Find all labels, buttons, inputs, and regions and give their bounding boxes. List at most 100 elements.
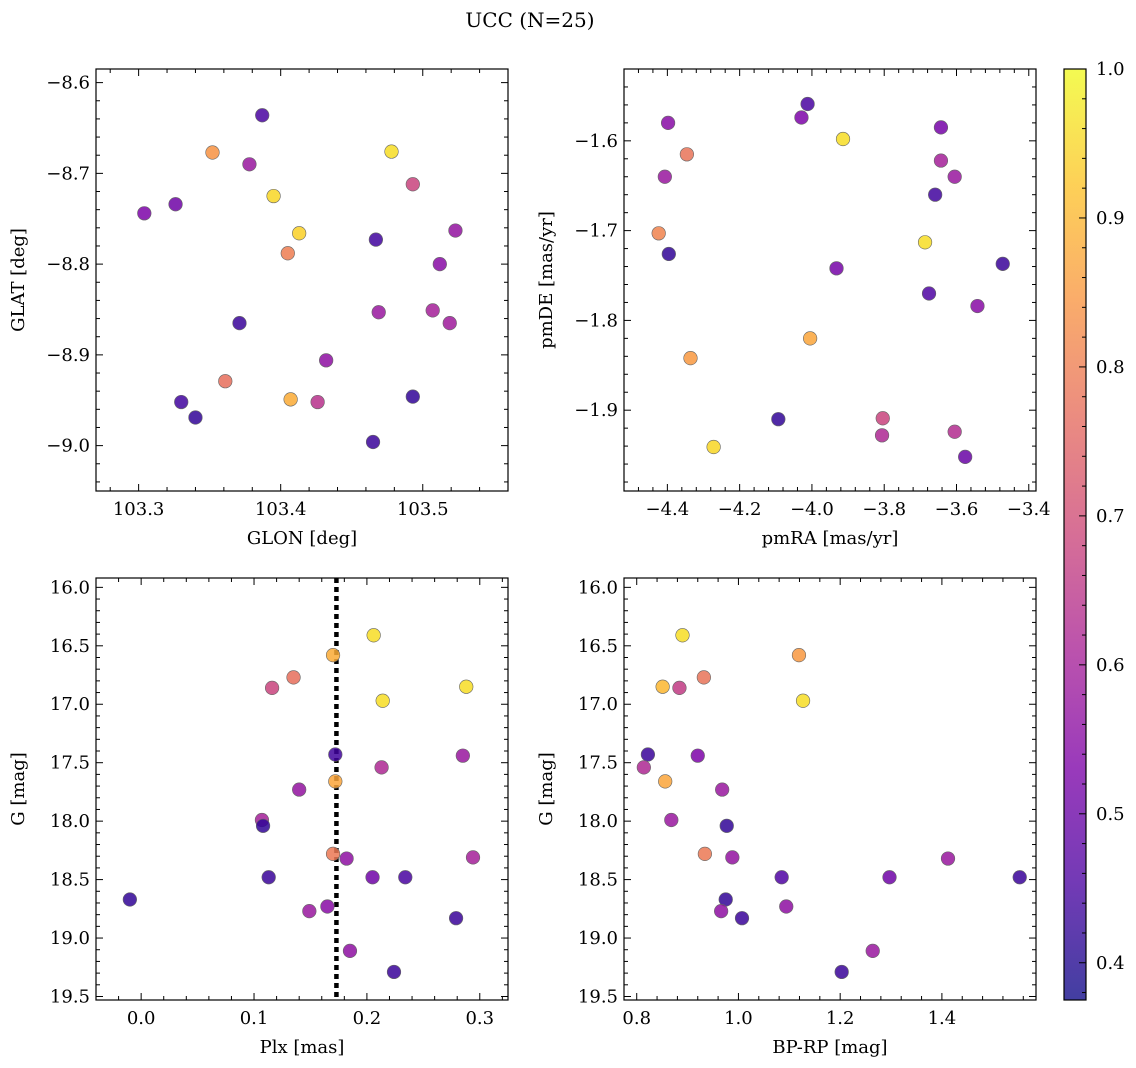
axes-frame — [623, 68, 1037, 492]
data-point — [715, 782, 730, 797]
colorbar-frame — [1063, 68, 1087, 1001]
x-tick-label: −3.6 — [935, 499, 979, 520]
panels: 103.3 103.4 103.5 −8.6 −8.7 −8.8 −8.9 −9.0 GLON … — [8, 68, 1051, 1058]
data-point — [791, 648, 807, 663]
colorbar: 0.4 0.5 0.6 0.7 0.8 0.9 1.0 — [1063, 59, 1125, 1001]
data-point — [365, 434, 381, 450]
data-point — [320, 899, 335, 914]
data-point — [432, 257, 447, 272]
y-tick-label: 16.0 — [578, 577, 618, 598]
data-point — [672, 680, 687, 695]
data-point — [664, 812, 679, 828]
data-point — [218, 374, 233, 389]
axes-frame — [623, 577, 1037, 1001]
x-tick-label: −4.2 — [718, 499, 762, 520]
x-tick-label: −4.4 — [646, 499, 690, 520]
data-point — [302, 904, 317, 919]
y-tick-label: 19.5 — [578, 986, 618, 1007]
data-point — [448, 911, 464, 926]
data-point — [917, 235, 933, 250]
colorbar-tick-label: 0.7 — [1096, 506, 1125, 527]
axes-frame — [95, 577, 509, 1001]
data-point — [375, 693, 390, 708]
x-tick-label: −3.8 — [862, 499, 906, 520]
data-point — [995, 256, 1010, 271]
data-point — [264, 680, 280, 695]
y-tick-label: −8.8 — [46, 254, 90, 275]
colorbar-tick-label: 1.0 — [1096, 59, 1125, 80]
x-tick-label: −4.0 — [790, 499, 834, 520]
data-point — [882, 870, 897, 885]
data-point — [465, 850, 481, 865]
panel-bprp-g: 0.8 1.0 1.2 1.4 16.0 16.5 17.0 17.5 18.0 18.5 19.0… — [536, 577, 1037, 1058]
x-axis-label: GLON [deg] — [247, 528, 357, 549]
data-point — [342, 943, 358, 959]
y-tick-label: 16.5 — [50, 636, 90, 657]
data-point — [319, 353, 334, 368]
y-tick-label: 16.5 — [578, 636, 618, 657]
data-point — [368, 232, 383, 247]
data-point — [690, 748, 705, 763]
data-point — [795, 693, 811, 708]
y-tick-label: 19.0 — [50, 928, 90, 949]
data-point — [137, 206, 152, 221]
x-tick-label: −3.4 — [1007, 499, 1051, 520]
data-point — [734, 911, 750, 926]
data-point — [455, 748, 470, 763]
y-tick-label: 18.0 — [578, 811, 618, 832]
data-point — [940, 851, 956, 866]
y-tick-label: −1.6 — [574, 131, 618, 152]
x-tick-label: 103.3 — [113, 499, 165, 520]
data-point — [459, 679, 474, 694]
y-axis-label: pmDE [mas/yr] — [536, 211, 557, 349]
data-point — [928, 187, 943, 202]
figure-title: UCC (N=25) — [465, 8, 594, 32]
colorbar-gradient — [1064, 69, 1086, 1000]
y-tick-label: 17.0 — [578, 694, 618, 715]
y-tick-label: −1.7 — [574, 221, 618, 242]
panel-plx-g: 0.0 0.1 0.2 0.3 16.0 16.5 17.0 17.5 18.0 18.5 19.0… — [8, 577, 509, 1058]
x-tick-label: 103.4 — [255, 499, 307, 520]
data-point — [970, 298, 985, 314]
y-tick-label: 17.5 — [578, 753, 618, 774]
data-point — [921, 286, 937, 301]
x-tick-label: 103.5 — [397, 499, 449, 520]
y-tick-label: 18.5 — [50, 870, 90, 891]
data-point — [328, 747, 343, 762]
data-point — [242, 157, 257, 172]
x-tick-label: 1.0 — [724, 1008, 753, 1029]
data-point — [774, 870, 789, 885]
data-point — [328, 774, 343, 789]
data-point — [658, 774, 673, 789]
colorbar-tick-label: 0.9 — [1096, 208, 1125, 229]
data-point — [292, 782, 307, 797]
data-point — [725, 850, 740, 865]
data-point — [405, 389, 420, 404]
x-tick-label: 0.1 — [240, 1008, 269, 1029]
data-point — [958, 449, 973, 464]
data-point — [365, 870, 380, 885]
colorbar-tick-label: 0.5 — [1096, 804, 1125, 825]
y-tick-label: 18.5 — [578, 870, 618, 891]
data-point — [683, 351, 698, 366]
data-point — [448, 223, 463, 238]
panel-pmra-pmde: −4.4 −4.2 −4.0 −3.8 −3.6 −3.4 −1.6 −1.7 −1.8 −1.9… — [536, 68, 1051, 549]
data-point — [803, 331, 818, 346]
y-axis-label: GLAT [deg] — [8, 228, 29, 332]
data-point — [719, 818, 734, 833]
data-point — [640, 747, 656, 762]
data-point — [283, 392, 298, 407]
data-point — [651, 226, 666, 241]
data-point — [442, 316, 457, 331]
data-point — [696, 670, 711, 685]
x-tick-label: 0.3 — [465, 1008, 494, 1029]
axes-frame — [95, 68, 509, 492]
data-point — [655, 679, 670, 694]
data-point — [874, 428, 890, 443]
x-tick-label: 0.0 — [127, 1008, 156, 1029]
y-tick-label: −8.7 — [46, 163, 90, 184]
y-tick-label: −1.9 — [574, 400, 618, 421]
x-axis-label: Plx [mas] — [260, 1037, 345, 1058]
data-point — [800, 96, 815, 112]
